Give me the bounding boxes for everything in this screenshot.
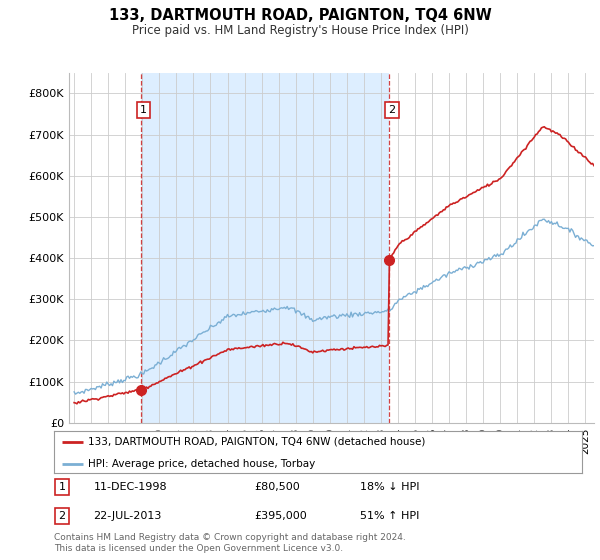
Text: 133, DARTMOUTH ROAD, PAIGNTON, TQ4 6NW: 133, DARTMOUTH ROAD, PAIGNTON, TQ4 6NW xyxy=(109,8,491,24)
Text: 11-DEC-1998: 11-DEC-1998 xyxy=(94,482,167,492)
Text: Price paid vs. HM Land Registry's House Price Index (HPI): Price paid vs. HM Land Registry's House … xyxy=(131,24,469,36)
Text: 51% ↑ HPI: 51% ↑ HPI xyxy=(360,511,419,521)
Text: 2: 2 xyxy=(58,511,65,521)
Text: 22-JUL-2013: 22-JUL-2013 xyxy=(94,511,162,521)
Bar xyxy=(141,73,389,423)
Text: 1: 1 xyxy=(58,482,65,492)
Text: £80,500: £80,500 xyxy=(254,482,301,492)
Text: £395,000: £395,000 xyxy=(254,511,307,521)
Text: Contains HM Land Registry data © Crown copyright and database right 2024.
This d: Contains HM Land Registry data © Crown c… xyxy=(54,533,406,553)
Text: 2: 2 xyxy=(388,105,395,115)
Text: 133, DARTMOUTH ROAD, PAIGNTON, TQ4 6NW (detached house): 133, DARTMOUTH ROAD, PAIGNTON, TQ4 6NW (… xyxy=(88,437,425,447)
Text: 1: 1 xyxy=(140,105,147,115)
Text: 18% ↓ HPI: 18% ↓ HPI xyxy=(360,482,420,492)
Text: HPI: Average price, detached house, Torbay: HPI: Average price, detached house, Torb… xyxy=(88,459,316,469)
